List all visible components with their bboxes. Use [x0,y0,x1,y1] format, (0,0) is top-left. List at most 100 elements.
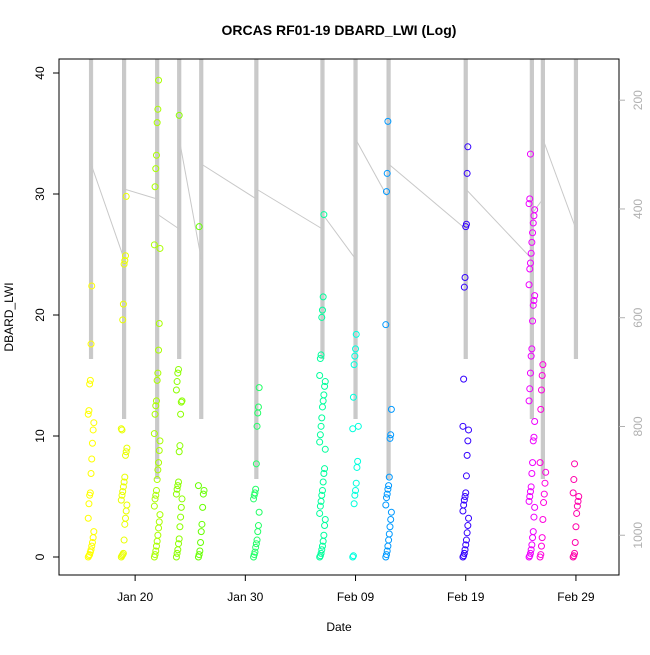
data-point [573,502,581,510]
data-point [199,503,207,511]
data-point [383,547,391,555]
data-point [87,470,95,478]
data-point [175,365,183,373]
data-point [575,493,583,500]
x-axis-label: Date [326,620,352,634]
data-point [175,478,183,486]
right-tick-label: 800 [631,416,645,436]
pressure-transit [156,213,180,230]
data-point [352,330,360,338]
data-point [539,361,547,369]
data-point [156,244,164,252]
data-point [154,466,162,474]
data-point [197,528,205,536]
data-point [176,523,184,531]
pressure-transit [465,188,533,260]
data-point [538,534,546,542]
data-point [152,397,160,405]
data-point [121,473,129,481]
data-point [90,419,98,427]
data-point [321,378,329,386]
data-point [178,397,186,405]
data-point [121,257,129,265]
pressure-transit [322,213,356,260]
data-point [150,430,158,438]
data-point [122,192,130,200]
data-point [463,451,471,459]
data-point [530,296,538,304]
data-point [526,488,534,496]
data-point [531,206,539,214]
data-point [172,553,180,561]
data-point [459,553,467,561]
data-point [349,425,357,433]
data-point [88,455,96,463]
data-point [88,282,96,290]
data-point [537,386,545,394]
data-point [252,543,260,551]
data-point [387,405,395,413]
data-point [321,445,329,453]
data-point [89,426,97,434]
data-point [382,501,390,509]
data-point [462,536,470,544]
data-point [462,541,470,549]
data-point [349,552,357,560]
y-tick-label: 30 [33,187,47,201]
pressure-transit [388,163,467,230]
data-point [461,546,469,554]
data-point [155,319,163,327]
data-point [526,549,534,557]
right-tick-label: 1000 [631,522,645,549]
pressure-transit [200,163,257,200]
data-point [155,346,163,354]
data-point [351,491,359,499]
data-point [352,486,360,494]
data-point [151,495,159,503]
data-point [538,372,546,379]
data-point [254,522,262,530]
data-point [318,542,326,550]
data-point [251,489,259,497]
data-point [573,509,581,517]
data-point [88,439,96,447]
data-point [175,540,183,548]
data-point [537,542,545,550]
data-point [154,531,162,539]
data-point [462,489,470,497]
data-point [528,345,536,353]
data-point [525,281,533,289]
data-point [175,535,183,543]
data-point [253,536,261,544]
data-point [173,378,181,386]
data-point [382,494,390,502]
data-point [526,369,534,377]
data-point [320,211,328,219]
data-point [320,391,328,399]
data-point [529,301,537,309]
y-tick-label: 20 [33,308,47,322]
data-point [119,551,127,559]
data-point [154,369,162,377]
data-point [252,540,260,548]
data-point [350,500,358,508]
data-point [317,549,325,557]
data-point [318,486,326,494]
data-point [118,491,126,499]
data-point [384,117,392,125]
data-point [87,546,95,554]
data-point [387,508,395,516]
pressure-transit [531,198,544,215]
data-point [540,490,548,498]
data-point [571,549,579,557]
data-point [119,483,127,491]
data-point [320,531,328,539]
data-point [383,169,391,177]
data-point [529,459,537,467]
data-point [349,553,357,561]
data-point [528,470,536,478]
data-point [528,541,536,549]
data-point [382,551,390,559]
data-point [321,515,329,523]
data-point [316,372,324,379]
